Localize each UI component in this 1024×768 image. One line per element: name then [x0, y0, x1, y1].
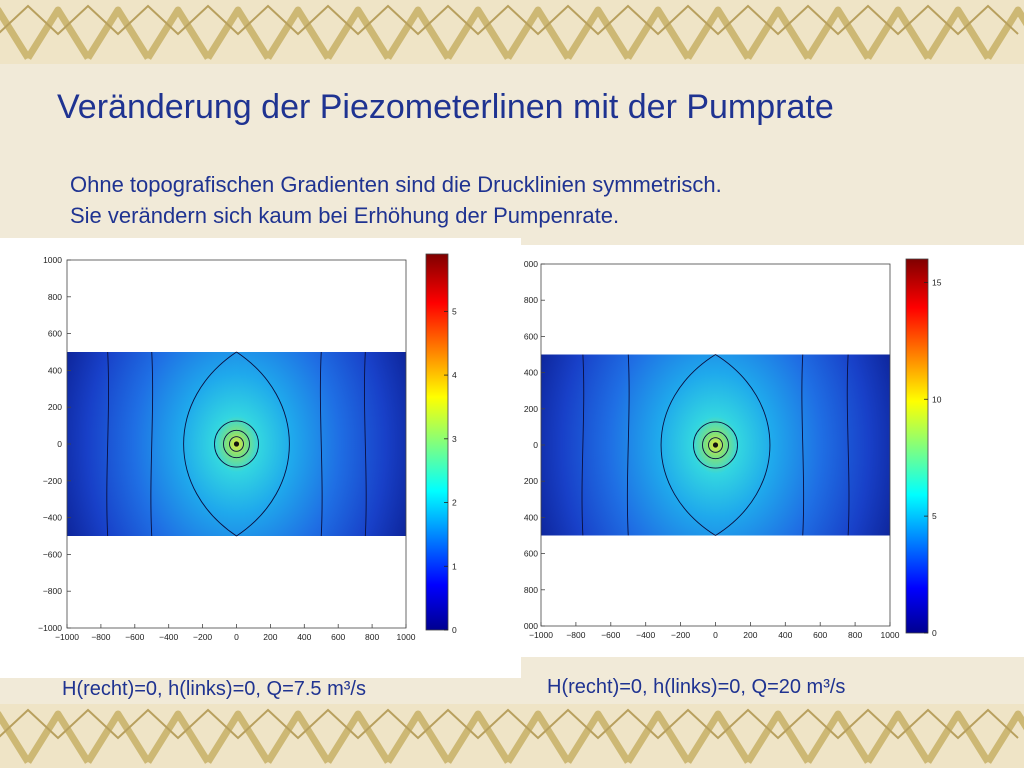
heatmap-figure-left: −1000 −800 −600 −400 −200 0 200 400 600 800 1000 10…	[0, 238, 521, 678]
y-tick-label: 0	[533, 440, 538, 450]
plot-area	[67, 351, 406, 537]
colorbar	[905, 258, 929, 634]
y-tick-label: 400	[524, 512, 538, 522]
y-tick-label: 000	[524, 621, 538, 631]
heatmap-figure-right: −1000 −800 −600 −400 −200 0 200 400 600 800 1000 00…	[514, 245, 1024, 657]
y-tick-label: −600	[43, 549, 62, 559]
x-tick-label: 600	[813, 630, 827, 640]
x-tick-label: −800	[91, 632, 110, 642]
y-tick-label: 200	[524, 476, 538, 486]
plot-area	[541, 354, 890, 536]
contour-line	[364, 351, 367, 537]
y-tick-label: 800	[524, 585, 538, 595]
y-tick-label: 400	[48, 365, 62, 375]
contour-line	[236, 351, 290, 537]
colorbar-tick-label: 2	[452, 498, 457, 508]
y-tick-label: 600	[524, 549, 538, 559]
colorbar-tick-label: 5	[452, 306, 457, 316]
x-tick-label: −200	[671, 630, 690, 640]
colorbar-tick-label: 0	[932, 628, 937, 638]
contour-ring	[214, 420, 259, 468]
colorbar-tick-label: 0	[452, 625, 457, 635]
slide-title: Veränderung der Piezometerlinen mit der …	[57, 88, 834, 126]
y-tick-label: −200	[43, 476, 62, 486]
x-tick-label: 0	[713, 630, 718, 640]
x-tick-label: 0	[234, 632, 239, 642]
contour-line	[801, 354, 805, 536]
colorbar-tick-label: 4	[452, 370, 457, 380]
pumping-well-marker	[712, 442, 719, 448]
contour-line	[660, 354, 716, 536]
subtitle-line: Sie verändern sich kaum bei Erhöhung der…	[70, 203, 620, 228]
x-tick-label: 200	[263, 632, 277, 642]
y-tick-label: −1000	[38, 623, 62, 633]
x-tick-label: −600	[601, 630, 620, 640]
x-tick-label: 200	[743, 630, 757, 640]
x-tick-label: −400	[636, 630, 655, 640]
x-tick-label: 1000	[397, 632, 416, 642]
contour-line	[581, 354, 585, 536]
contour-ring	[223, 429, 250, 459]
x-tick-label: −1000	[55, 632, 79, 642]
x-tick-label: 400	[297, 632, 311, 642]
contour-ring	[229, 436, 244, 452]
y-tick-label: −800	[43, 586, 62, 596]
top-ornament-border	[0, 0, 1024, 64]
bottom-ornament-border	[0, 704, 1024, 768]
contour-lines	[581, 354, 850, 536]
x-tick-label: 600	[331, 632, 345, 642]
contour-ring	[693, 421, 738, 469]
x-tick-label: 800	[848, 630, 862, 640]
heatmap-chart-left: −1000 −800 −600 −400 −200 0 200 400 600 800 100010…	[38, 253, 457, 642]
subtitle-line: Ohne topografischen Gradienten sind die …	[70, 172, 722, 197]
contour-lines	[106, 351, 367, 537]
contour-line	[319, 351, 323, 537]
x-tick-label: 1000	[881, 630, 900, 640]
y-tick-label: −400	[43, 513, 62, 523]
contour-line	[626, 354, 630, 536]
y-tick-label: 800	[48, 292, 62, 302]
y-tick-label: 1000	[43, 255, 62, 265]
y-tick-label: 200	[48, 402, 62, 412]
x-tick-label: −800	[566, 630, 585, 640]
colorbar-tick-label: 3	[452, 434, 457, 444]
x-tick-label: −200	[193, 632, 212, 642]
y-tick-label: 600	[524, 331, 538, 341]
y-tick-label: 800	[524, 295, 538, 305]
colorbar-tick-label: 10	[932, 394, 942, 404]
contour-line	[183, 351, 237, 537]
colorbar-tick-label: 1	[452, 561, 457, 571]
x-tick-label: −600	[125, 632, 144, 642]
y-tick-label: 200	[524, 404, 538, 414]
colorbar	[425, 253, 449, 631]
y-tick-label: 600	[48, 329, 62, 339]
figure-caption-right: H(recht)=0, h(links)=0, Q=20 m³/s	[547, 676, 846, 698]
x-tick-label: 400	[778, 630, 792, 640]
pumping-well-marker	[233, 441, 240, 447]
slide-subtitle: Ohne topografischen Gradienten sind die …	[70, 169, 722, 231]
x-tick-label: −400	[159, 632, 178, 642]
x-tick-label: −1000	[529, 630, 553, 640]
x-tick-label: 800	[365, 632, 379, 642]
contour-line	[846, 354, 850, 536]
contour-ring	[702, 430, 729, 460]
figure-caption-left: H(recht)=0, h(links)=0, Q=7.5 m³/s	[62, 678, 366, 700]
y-tick-label: 0	[57, 439, 62, 449]
colorbar-tick-label: 15	[932, 277, 942, 287]
contour-line	[106, 351, 109, 537]
heatmap-chart-right: −1000 −800 −600 −400 −200 0 200 400 600 800 100000…	[524, 258, 942, 640]
contour-line	[150, 351, 154, 537]
y-tick-label: 000	[524, 259, 538, 269]
contour-line	[715, 354, 771, 536]
y-tick-label: 400	[524, 368, 538, 378]
colorbar-tick-label: 5	[932, 511, 937, 521]
contour-ring	[708, 437, 723, 453]
